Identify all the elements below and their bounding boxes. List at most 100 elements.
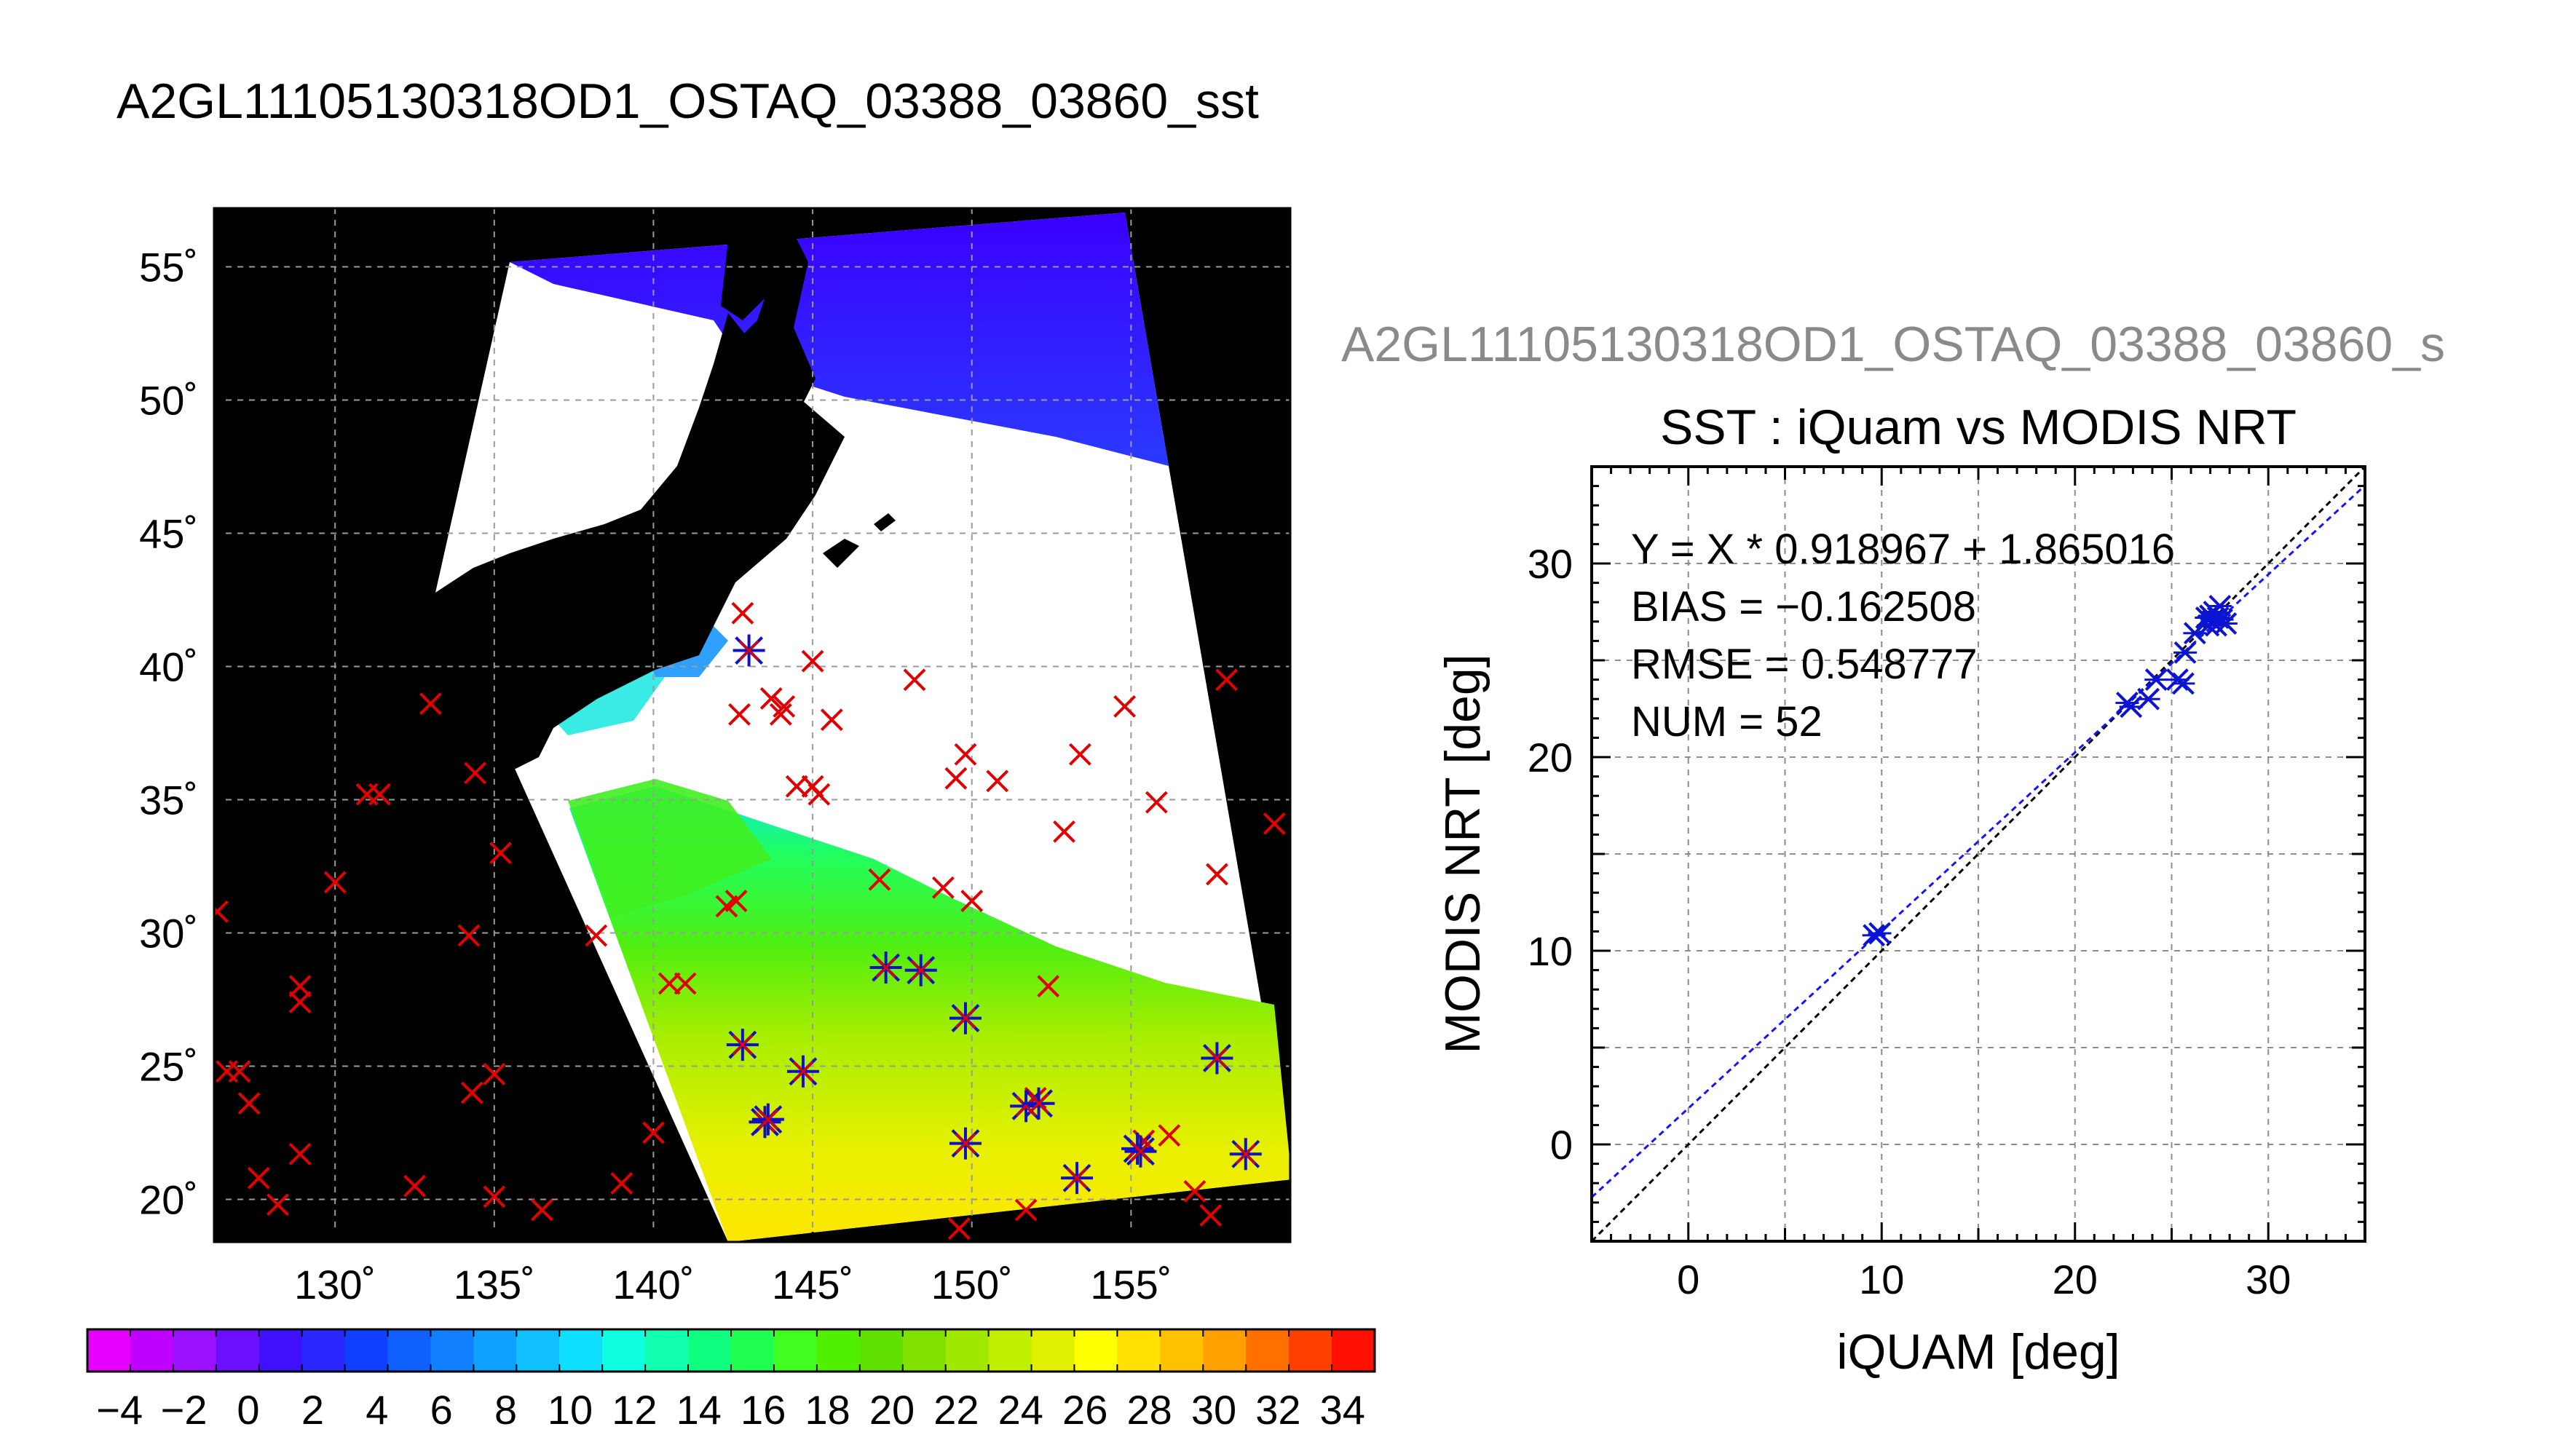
scatter-stat-line: Y = X * 0.918967 + 1.865016 [1631, 526, 2175, 573]
colorbar-swatch [688, 1329, 732, 1372]
iquam-marker [986, 769, 1009, 793]
map-lat-label: 50˚ [139, 378, 198, 424]
iquam-marker [228, 1060, 251, 1083]
matchup-marker [1124, 1135, 1157, 1168]
iquam-marker [820, 708, 843, 732]
iquam-marker [1183, 1180, 1207, 1203]
main-title: A2GL11105130318OD1_OSTAQ_03388_03860_sst [117, 74, 1259, 129]
map-lat-label: 55˚ [139, 245, 198, 290]
colorbar-tick-label: 8 [494, 1387, 517, 1433]
colorbar-swatch [731, 1329, 775, 1372]
iquam-marker [1037, 975, 1060, 998]
iquam-marker [724, 890, 748, 912]
colorbar-tick-labels: −4 −2 0 2 4 6 8 10 12 14 16 18 20 22 24 26 28 30 32 34 [96, 1387, 1365, 1433]
land-kurils [823, 513, 896, 568]
scatter-xtick-label: 10 [1859, 1257, 1904, 1302]
colorbar-tick-label: 22 [933, 1387, 979, 1433]
map-frame [213, 207, 1292, 1243]
iquam-marker [1145, 791, 1168, 814]
iquam-marker [801, 649, 824, 673]
iquam-marker [1113, 695, 1137, 718]
land-japan [435, 313, 845, 772]
iquam-marker [769, 703, 792, 726]
colorbar-swatch [516, 1329, 561, 1372]
iquam-marker [610, 1172, 633, 1195]
map-lon-label: 145˚ [772, 1262, 853, 1307]
map-lat-label: 20˚ [139, 1176, 198, 1222]
iquam-marker [1206, 863, 1228, 886]
scatter-points [1862, 595, 2238, 947]
iquam-marker [288, 991, 312, 1014]
land-sakhalin [721, 218, 772, 320]
iquam-marker [288, 1142, 312, 1166]
scatter-ytick-label: 20 [1528, 735, 1573, 780]
swath-north-blue [510, 213, 1169, 466]
colorbar-tick-label: 26 [1062, 1387, 1107, 1433]
colorbar-tick-label: 2 [301, 1387, 324, 1433]
colorbar-swatch [1203, 1329, 1247, 1372]
scatter-point [2144, 668, 2168, 692]
scatter-subtitle: A2GL11105130318OD1_OSTAQ_03388_03860_s [1341, 317, 2445, 372]
scatter-xtick-label: 0 [1677, 1257, 1699, 1302]
iquam-marker [903, 668, 926, 692]
iquam-marker [419, 692, 442, 716]
colorbar-tick-label: 34 [1320, 1387, 1365, 1433]
colorbar-swatch [216, 1329, 260, 1372]
iquam-marker [457, 924, 481, 947]
iquam-marker [323, 871, 347, 894]
iquam-marker [288, 975, 312, 998]
colorbar-swatch [902, 1329, 947, 1372]
colorbar-swatch [473, 1329, 518, 1372]
iquam-marker [1263, 812, 1286, 835]
iquam-marker [657, 972, 681, 995]
colorbar-swatch [430, 1329, 475, 1372]
iquam-marker [759, 687, 783, 710]
colorbar-tick-label: 20 [869, 1387, 915, 1433]
colorbar-swatch [1246, 1329, 1290, 1372]
scatter-point [1868, 922, 1892, 945]
iquam-marker [954, 743, 977, 766]
colorbar-tick-label: 32 [1255, 1387, 1300, 1433]
iquam-marker [642, 1121, 665, 1144]
map-lon-label: 130˚ [294, 1262, 376, 1307]
iquam-marker [530, 1198, 553, 1222]
iquam-marker [368, 783, 391, 806]
scatter-title: SST : iQuam vs MODIS NRT [1660, 400, 2297, 455]
scatter-ytick-label: 0 [1550, 1122, 1573, 1168]
scatter-point [2136, 687, 2160, 711]
map-grid [214, 208, 1290, 1242]
matchup-marker [786, 1055, 819, 1088]
matchup-marker [1229, 1138, 1262, 1171]
iquam-marker [728, 703, 751, 726]
matchup-marker [949, 1002, 982, 1034]
iquam-marker [807, 783, 831, 806]
scatter-point [2214, 612, 2238, 635]
iquam-marker [674, 972, 697, 995]
colorbar-frame [86, 1328, 1376, 1373]
scatter-ytick-label: 30 [1528, 541, 1573, 587]
scatter-stat-line: NUM = 52 [1631, 698, 1823, 745]
map-lon-label: 135˚ [454, 1262, 535, 1307]
iquam-marker [1158, 1124, 1181, 1147]
scatter-ytick-label: 10 [1528, 928, 1573, 974]
scatter-stat-line: BIAS = −0.162508 [1631, 583, 1976, 630]
matchup-marker [1201, 1042, 1233, 1075]
map-panel: 130˚ 135˚ 140˚ 145˚ 150˚ 155˚ 55˚ 50˚ 45˚ 40˚ 35˚ 3… [139, 207, 1292, 1307]
scatter-ticks: 0 10 20 30 0 10 20 30 [1528, 467, 2365, 1302]
iquam-marker [247, 1166, 270, 1190]
identity-line [1592, 467, 2365, 1241]
iquam-marker [237, 1092, 261, 1115]
iquam-marker [785, 775, 808, 798]
iquam-marker [868, 868, 891, 891]
matchup-marker [1022, 1087, 1055, 1120]
colorbar-swatch [773, 1329, 818, 1372]
scatter-stats: Y = X * 0.918967 + 1.865016 BIAS = −0.162… [1631, 526, 2175, 745]
map-lat-label: 25˚ [139, 1043, 198, 1089]
colorbar-tick-label: −4 [96, 1387, 143, 1433]
iquam-marker [1053, 820, 1075, 843]
matchup-marker [949, 1127, 982, 1160]
map-lon-label: 150˚ [931, 1262, 1013, 1307]
swath-sst-mid [568, 779, 772, 917]
iquam-marker [266, 1193, 289, 1216]
matchup-marker [726, 1029, 759, 1061]
